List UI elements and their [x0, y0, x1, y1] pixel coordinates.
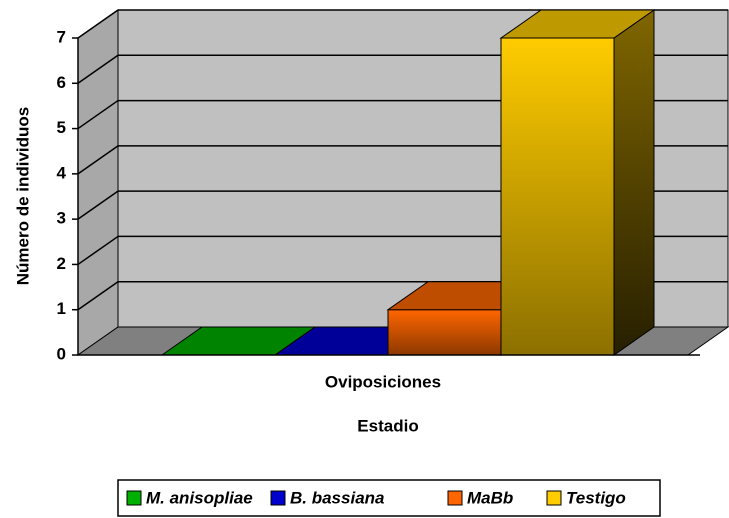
- y-tick-label: 0: [57, 344, 66, 363]
- y-tick-label: 1: [57, 299, 66, 318]
- legend-marker: [126, 490, 142, 506]
- grid-line: [77, 235, 119, 266]
- x-axis-title: Estadio: [357, 416, 418, 435]
- bar: [500, 37, 615, 356]
- x-tick-label: Oviposiciones: [325, 372, 441, 391]
- grid-line: [77, 281, 119, 311]
- legend-label: MaBb: [467, 488, 513, 507]
- y-tick-label: 3: [57, 209, 66, 228]
- bar: [387, 309, 502, 356]
- legend-marker: [546, 490, 562, 506]
- grid-line: [77, 54, 119, 84]
- legend-label: M. anisopliae: [146, 488, 253, 507]
- bar-side: [613, 9, 655, 356]
- grid-line: [77, 145, 119, 175]
- y-tick-label: 2: [57, 254, 66, 273]
- grid-line: [77, 9, 119, 39]
- legend-marker: [270, 490, 286, 506]
- y-tick-label: 6: [57, 73, 66, 92]
- legend-label: Testigo: [566, 488, 626, 507]
- y-tick-label: 4: [57, 163, 67, 182]
- grid-line: [77, 99, 119, 130]
- bar-top: [499, 9, 656, 39]
- y-axis-title: Número de individuos: [13, 107, 32, 286]
- legend: [117, 479, 661, 517]
- side-wall: [77, 9, 119, 356]
- legend-marker: [447, 490, 463, 506]
- y-tick-label: 5: [57, 118, 66, 137]
- grid-line: [77, 190, 119, 220]
- legend-label: B. bassiana: [290, 488, 385, 507]
- y-tick-label: 7: [57, 27, 66, 46]
